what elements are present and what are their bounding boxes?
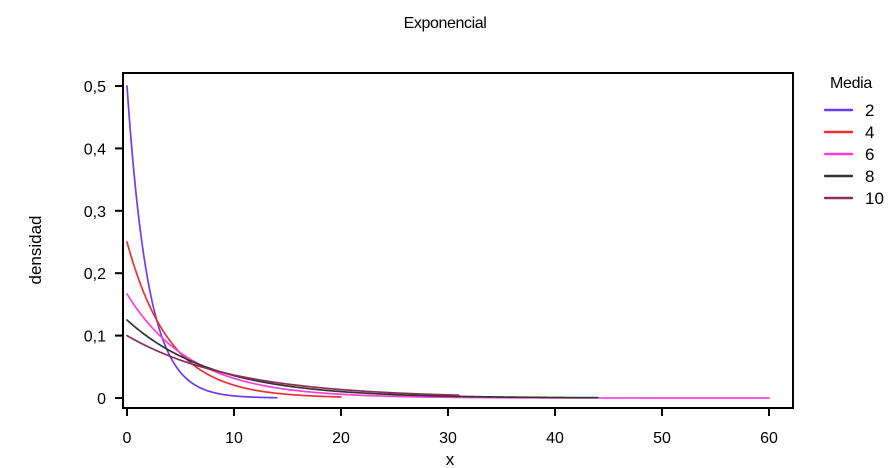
y-tick-label: 0,4 — [84, 141, 106, 158]
x-axis-label: x — [446, 450, 455, 468]
x-tick-label: 0 — [123, 430, 132, 447]
plot-area — [126, 85, 770, 399]
y-axis-ticks: 0 0,1 0,2 0,3 0,4 0,5 — [84, 79, 123, 408]
y-tick-label: 0,3 — [84, 204, 106, 221]
legend-title: Media — [830, 75, 872, 92]
legend-label-media-10: 10 — [865, 189, 884, 208]
series-line-media-2 — [126, 85, 278, 399]
series-line-media-10 — [126, 334, 460, 397]
legend-label-media-4: 4 — [865, 123, 874, 142]
x-tick-label: 40 — [546, 430, 564, 447]
legend: Media 2 4 6 8 10 — [823, 75, 884, 208]
series-line-media-6 — [126, 293, 770, 399]
y-tick-label: 0,5 — [84, 79, 106, 96]
x-axis-ticks: 0 10 20 30 40 50 60 — [123, 408, 778, 447]
x-tick-label: 10 — [225, 430, 243, 447]
y-tick-label: 0,2 — [84, 266, 106, 283]
chart-title: Exponencial — [404, 15, 487, 32]
y-axis-label: densidad — [26, 215, 45, 284]
x-tick-label: 60 — [760, 430, 778, 447]
plot-frame — [122, 72, 794, 409]
series-line-media-8 — [126, 319, 599, 399]
x-tick-label: 50 — [653, 430, 671, 447]
x-tick-label: 20 — [332, 430, 350, 447]
legend-label-media-8: 8 — [865, 167, 874, 186]
legend-label-media-2: 2 — [865, 101, 874, 120]
legend-label-media-6: 6 — [865, 145, 874, 164]
y-tick-label: 0 — [97, 391, 106, 408]
series-line-media-4 — [126, 241, 342, 398]
x-tick-label: 30 — [439, 430, 457, 447]
y-tick-label: 0,1 — [84, 329, 106, 346]
